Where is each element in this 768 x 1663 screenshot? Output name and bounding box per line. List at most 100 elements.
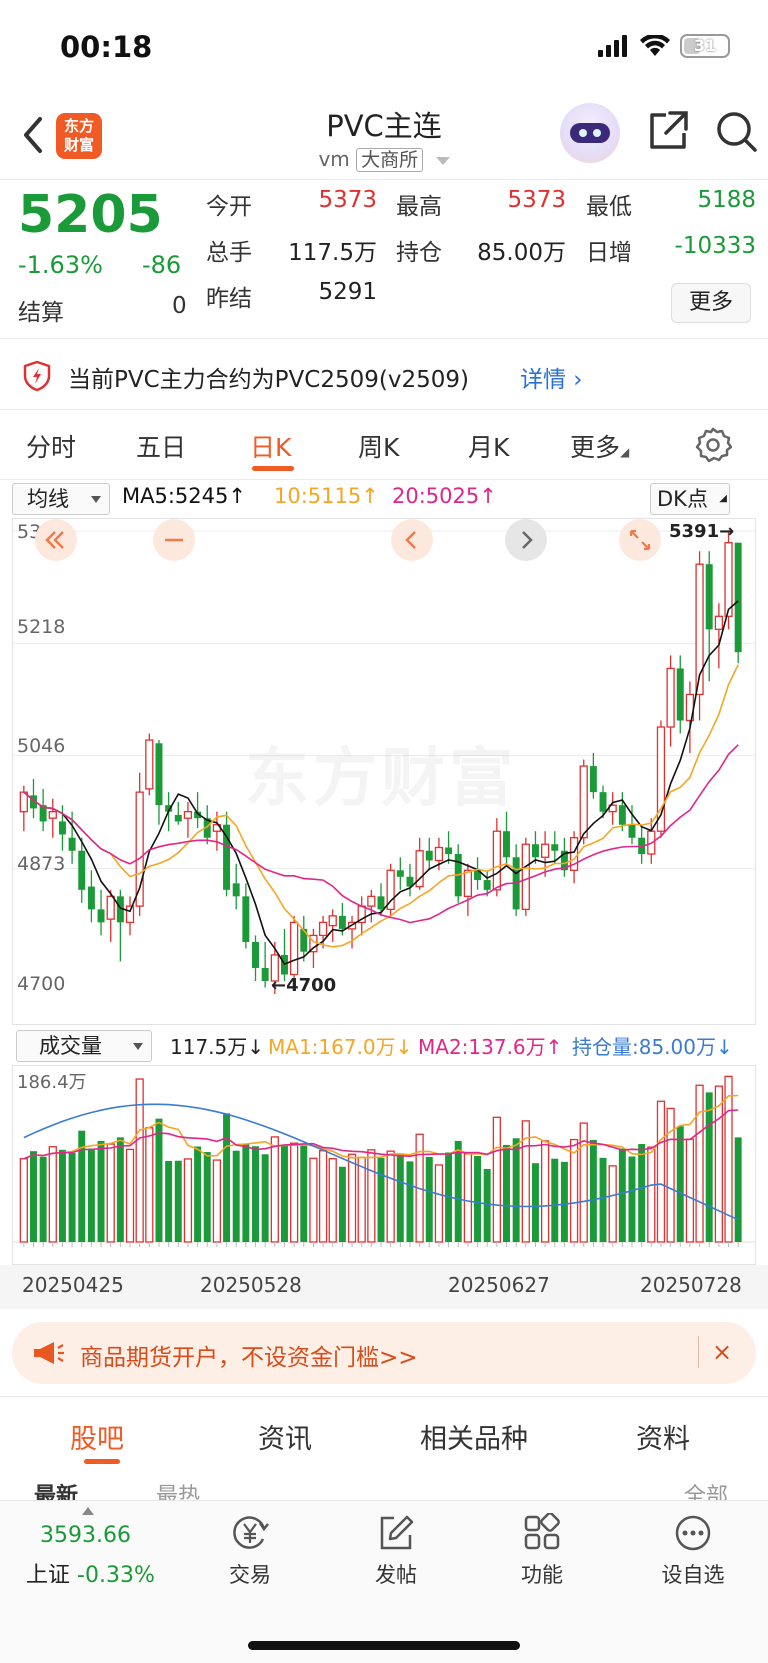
tab-more[interactable]: 更多◢ bbox=[570, 433, 630, 462]
sub-indicator-select[interactable]: 成交量 bbox=[16, 1030, 152, 1062]
tab-news[interactable]: 资讯 bbox=[258, 1424, 312, 1455]
tab-daily-k[interactable]: 日K bbox=[250, 433, 292, 462]
volume-bar bbox=[492, 1116, 501, 1243]
candle-body bbox=[183, 811, 193, 819]
ma5-line bbox=[23, 600, 739, 966]
volume-bar bbox=[396, 1153, 404, 1242]
back-icon[interactable] bbox=[16, 113, 52, 157]
candle-body bbox=[270, 954, 279, 982]
ad-banner[interactable]: 商品期货开户，不设资金门槛>> × bbox=[12, 1322, 756, 1384]
candle-body bbox=[242, 896, 250, 942]
volume-bar bbox=[695, 1084, 704, 1243]
y-label-3: 5046 bbox=[17, 735, 66, 757]
volume-legend-value: 117.5万↓ bbox=[170, 1035, 265, 1059]
tabbar-add-watchlist[interactable]: 设自选 bbox=[643, 1513, 743, 1589]
candle-body bbox=[261, 967, 269, 981]
tab-related[interactable]: 相关品种 bbox=[420, 1424, 528, 1455]
candle bbox=[106, 889, 115, 942]
dk-point-select[interactable]: DK点 ◢ bbox=[650, 483, 730, 515]
x-label-3: 20250627 bbox=[448, 1273, 550, 1297]
gear-icon[interactable] bbox=[694, 426, 732, 464]
scroll-right-icon[interactable] bbox=[505, 519, 547, 561]
ma20-value: 20:5025↑ bbox=[392, 484, 497, 508]
tabbar-functions[interactable]: 功能 bbox=[492, 1513, 592, 1589]
forum-filter-peek: 最新 最热 全部 bbox=[0, 1468, 768, 1500]
candle-body bbox=[503, 831, 510, 858]
volume-bar bbox=[145, 1127, 154, 1243]
candle bbox=[155, 740, 163, 825]
candle bbox=[521, 837, 530, 916]
search-icon[interactable] bbox=[714, 109, 758, 153]
tabbar-trade[interactable]: 交易 bbox=[200, 1513, 300, 1589]
candle-body bbox=[415, 850, 424, 888]
volume-bar bbox=[30, 1151, 37, 1242]
candle bbox=[30, 779, 37, 819]
candle bbox=[183, 801, 193, 838]
contract-selector[interactable]: vm 大商所 bbox=[0, 145, 768, 172]
tabbar-post[interactable]: 发帖 bbox=[346, 1513, 446, 1589]
scroll-left-fast-icon[interactable] bbox=[35, 519, 77, 561]
scroll-left-icon[interactable] bbox=[391, 519, 433, 561]
candle-body bbox=[589, 766, 597, 793]
open-interest-value: 85.00万 bbox=[477, 240, 566, 266]
candle bbox=[48, 798, 57, 838]
candle bbox=[415, 837, 424, 890]
filter-all[interactable]: 全部 bbox=[684, 1484, 729, 1500]
volume-bar bbox=[106, 1143, 115, 1243]
open-value: 5373 bbox=[318, 187, 377, 213]
candle-body bbox=[628, 824, 636, 838]
tab-profile[interactable]: 资料 bbox=[636, 1424, 690, 1455]
assistant-robot-icon[interactable] bbox=[560, 103, 620, 163]
volume-bar bbox=[242, 1144, 250, 1242]
status-bar: 00:18 31 bbox=[0, 0, 768, 95]
tab-stock-forum[interactable]: 股吧 bbox=[70, 1424, 124, 1455]
candle-body bbox=[155, 743, 163, 806]
close-icon[interactable]: × bbox=[712, 1338, 733, 1366]
volume-bar bbox=[367, 1149, 376, 1243]
candle-body bbox=[318, 921, 328, 937]
volume-bar bbox=[48, 1146, 57, 1243]
candle bbox=[425, 837, 433, 871]
filter-hottest[interactable]: 最热 bbox=[156, 1484, 201, 1500]
candle-body bbox=[328, 915, 337, 927]
settle-value: 0 bbox=[172, 293, 187, 319]
volume-bar bbox=[194, 1146, 202, 1242]
volume-bar bbox=[386, 1150, 395, 1243]
zoom-out-icon[interactable] bbox=[153, 519, 195, 561]
settle-label: 结算 bbox=[18, 300, 64, 326]
quote-panel: 5205 -1.63% -86 结算 0 今开 5373 最高 5373 最低 … bbox=[0, 181, 768, 339]
candle-body bbox=[338, 915, 346, 929]
notice-details-link[interactable]: 详情 › bbox=[520, 367, 583, 393]
indicator-select[interactable]: 均线 bbox=[12, 483, 110, 515]
candle-body bbox=[445, 847, 453, 855]
fullscreen-icon[interactable] bbox=[619, 519, 661, 561]
ad-divider bbox=[698, 1336, 699, 1368]
candle-body bbox=[734, 542, 742, 653]
volume-bar bbox=[212, 1159, 222, 1243]
candle-body bbox=[579, 765, 588, 839]
volume-bar bbox=[223, 1113, 231, 1242]
volume-bar bbox=[599, 1157, 607, 1242]
volume-chart[interactable]: 186.4万 bbox=[12, 1065, 756, 1265]
tab-monthly-k[interactable]: 月K bbox=[468, 433, 510, 462]
index-value: 3593.66 bbox=[40, 1523, 131, 1548]
volume-bar bbox=[309, 1157, 318, 1243]
share-icon[interactable] bbox=[646, 109, 690, 153]
filter-latest[interactable]: 最新 bbox=[34, 1484, 79, 1500]
more-button[interactable]: 更多 bbox=[671, 283, 751, 323]
tab-five-day[interactable]: 五日 bbox=[136, 433, 187, 462]
volume-bar bbox=[232, 1150, 240, 1242]
ad-text: 商品期货开户，不设资金门槛>> bbox=[80, 1345, 418, 1371]
volume-bar bbox=[676, 1126, 684, 1242]
tab-intraday[interactable]: 分时 bbox=[26, 433, 77, 462]
candle-body bbox=[30, 795, 37, 809]
candle bbox=[503, 811, 510, 864]
tab-weekly-k[interactable]: 周K bbox=[358, 433, 400, 462]
trade-yen-icon bbox=[233, 1516, 269, 1549]
volume-bar bbox=[97, 1140, 105, 1242]
candle bbox=[638, 824, 646, 864]
candle bbox=[492, 818, 501, 897]
candle-body bbox=[492, 830, 501, 891]
candle-body bbox=[87, 886, 95, 910]
